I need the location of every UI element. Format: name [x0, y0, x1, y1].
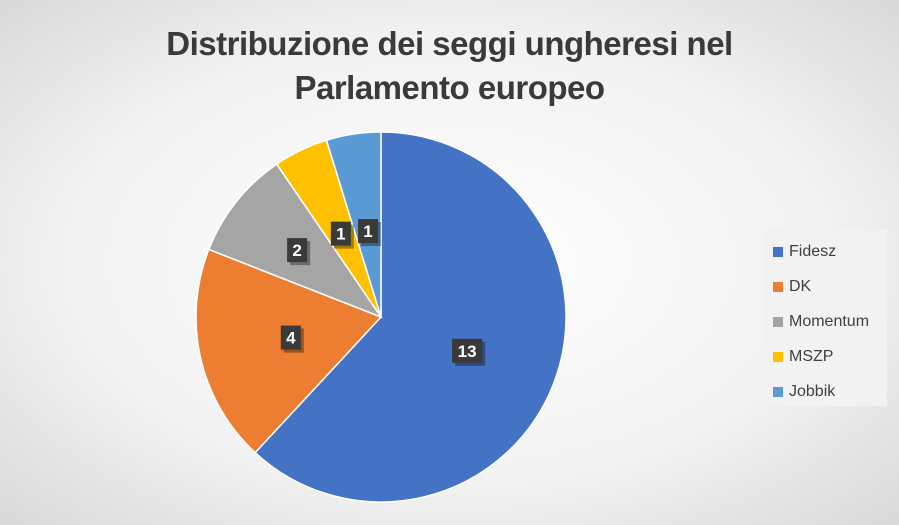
data-label-jobbik: 1 — [358, 219, 382, 247]
legend-item-mszp: MSZP — [763, 339, 887, 374]
legend-item-momentum: Momentum — [763, 304, 887, 339]
legend-label-fidesz: Fidesz — [789, 242, 837, 260]
legend-item-jobbik: Jobbik — [763, 374, 887, 409]
svg-text:13: 13 — [458, 342, 477, 361]
data-label-mszp: 1 — [330, 221, 354, 249]
svg-text:1: 1 — [336, 225, 345, 244]
data-label-fidesz: 13 — [452, 338, 486, 366]
chart-title: Distribuzione dei seggi ungheresi nel Pa… — [0, 22, 899, 110]
data-label-momentum: 2 — [287, 238, 311, 266]
legend-label-dk: DK — [789, 277, 812, 295]
legend: Fidesz DK Momentum MSZP Jobbik — [763, 229, 887, 406]
legend-label-momentum: Momentum — [789, 312, 870, 330]
legend-swatch-mszp — [773, 351, 783, 362]
chart-title-line-2: Parlamento europeo — [294, 69, 605, 106]
data-label-dk: 4 — [280, 325, 304, 353]
svg-text:4: 4 — [286, 329, 296, 348]
legend-swatch-jobbik — [773, 386, 783, 397]
legend-swatch-fidesz — [773, 246, 783, 257]
pie-slice-dk — [195, 248, 383, 454]
pie-slice-fidesz — [254, 131, 567, 503]
legend-item-dk: DK — [763, 269, 887, 304]
legend-swatch-dk — [773, 281, 783, 292]
chart-title-line-1: Distribuzione dei seggi ungheresi nel — [166, 25, 733, 62]
svg-text:1: 1 — [363, 222, 372, 241]
pie-slice-jobbik — [325, 131, 382, 318]
legend-label-jobbik: Jobbik — [789, 382, 836, 400]
legend-swatch-momentum — [773, 316, 783, 327]
svg-text:2: 2 — [292, 241, 301, 260]
legend-label-mszp: MSZP — [789, 347, 834, 365]
legend-item-fidesz: Fidesz — [763, 234, 887, 269]
